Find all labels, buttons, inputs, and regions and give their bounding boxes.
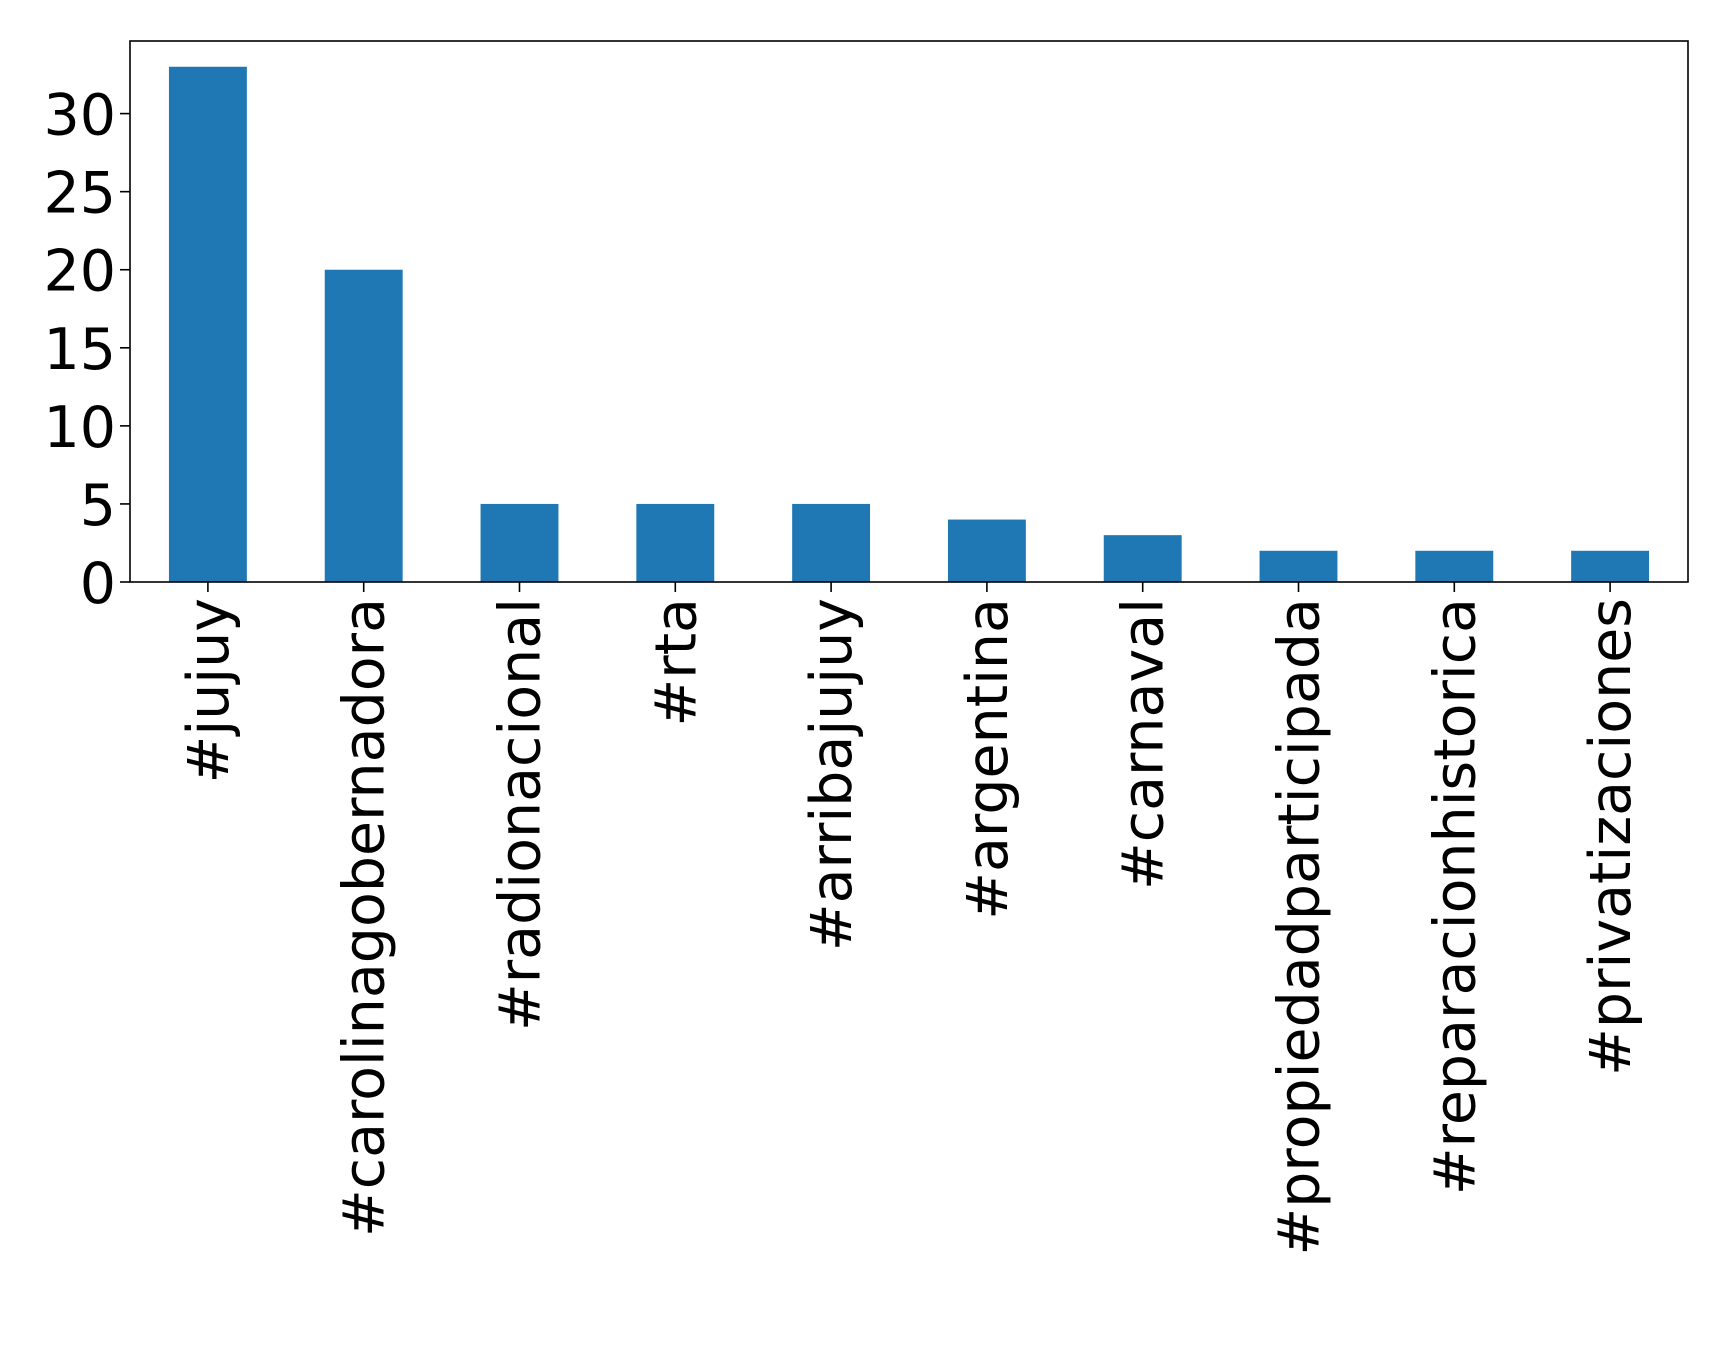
x-tick-label: #carolinagobernadora [332, 598, 398, 1237]
y-tick-label: 0 [80, 551, 116, 617]
bar [947, 519, 1026, 582]
bar [1415, 550, 1494, 582]
y-tick-label: 25 [43, 161, 116, 227]
x-axis: #jujuy #carolinagobernadora #radionacional… [176, 582, 1644, 1256]
bar [1103, 535, 1182, 582]
bar [792, 503, 871, 582]
x-tick-label: #radionacional [488, 598, 554, 1031]
x-tick-label: #rta [643, 598, 709, 726]
x-tick-label: #carnaval [1111, 598, 1177, 890]
x-tick-label: #reparacionhistorica [1422, 598, 1488, 1195]
bar [168, 66, 247, 582]
plot-frame [129, 40, 1689, 583]
bar [636, 503, 715, 582]
y-tick-label: 10 [43, 395, 116, 461]
x-tick-label: #arribajujuy [799, 598, 865, 951]
bar [1259, 550, 1338, 582]
x-tick-label: #privatizaciones [1578, 598, 1644, 1076]
bars-layer [168, 66, 1650, 582]
y-tick-label: 5 [80, 473, 116, 539]
bar [1571, 550, 1650, 582]
x-tick-label: #jujuy [176, 598, 242, 783]
x-tick-label: #argentina [955, 598, 1021, 920]
x-tick-label: #propiedadparticipada [1267, 598, 1333, 1256]
y-tick-label: 20 [43, 239, 116, 305]
y-tick-label: 15 [43, 317, 116, 383]
bar [324, 269, 403, 582]
bar [480, 503, 559, 582]
y-axis: 0 5 10 15 20 25 30 [43, 83, 130, 617]
y-tick-label: 30 [43, 83, 116, 149]
